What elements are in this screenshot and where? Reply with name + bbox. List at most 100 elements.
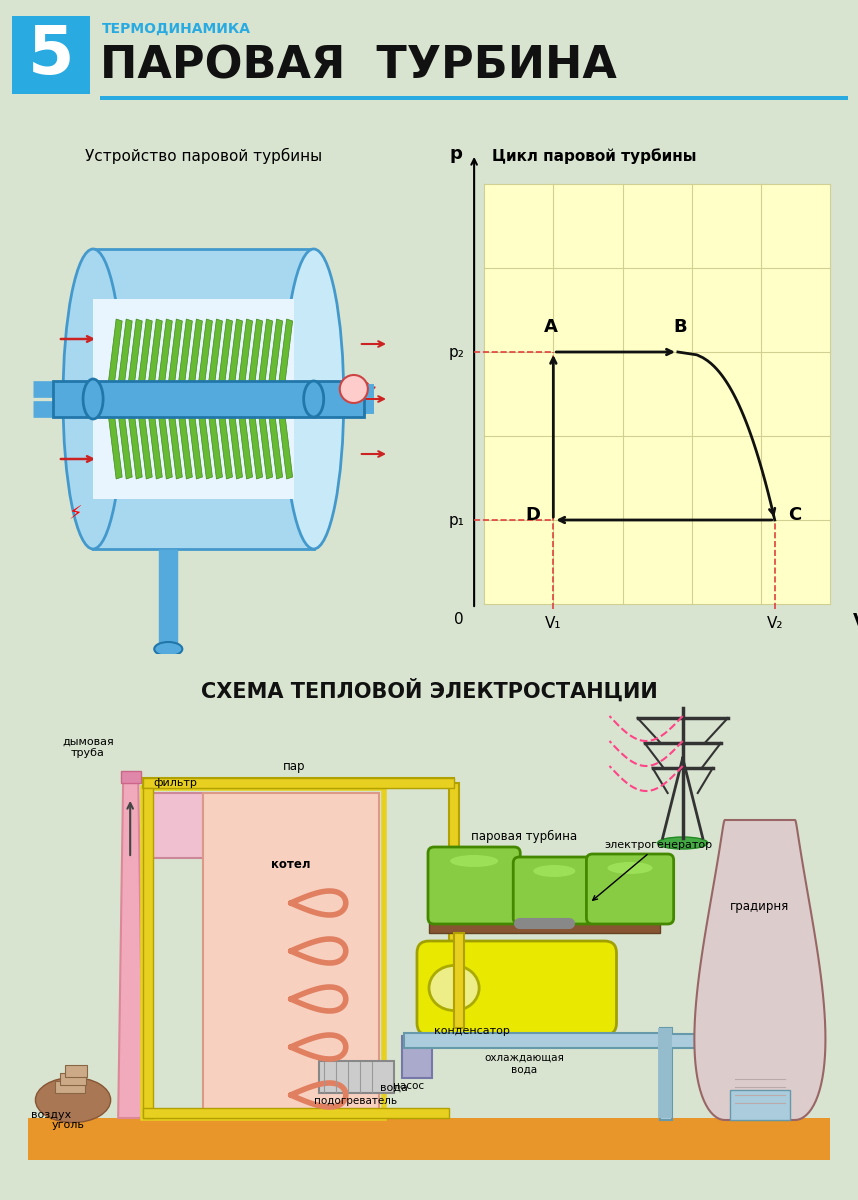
Polygon shape xyxy=(219,412,233,479)
Text: паровая турбина: паровая турбина xyxy=(471,830,577,842)
Text: ⚡: ⚡ xyxy=(68,504,82,523)
Text: 5: 5 xyxy=(27,22,74,88)
Polygon shape xyxy=(108,412,122,479)
Text: V₁: V₁ xyxy=(545,617,562,631)
Text: 0: 0 xyxy=(454,612,464,626)
Bar xyxy=(53,382,364,416)
Polygon shape xyxy=(279,412,293,479)
Text: D: D xyxy=(526,506,541,524)
Text: ТЕРМОДИНАМИКА: ТЕРМОДИНАМИКА xyxy=(102,22,251,36)
FancyBboxPatch shape xyxy=(586,854,674,924)
Ellipse shape xyxy=(340,374,368,403)
Text: конденсатор: конденсатор xyxy=(434,1026,510,1036)
Ellipse shape xyxy=(607,862,653,874)
Polygon shape xyxy=(118,319,132,386)
Polygon shape xyxy=(239,319,252,386)
Bar xyxy=(143,1108,449,1118)
Ellipse shape xyxy=(429,966,479,1010)
Text: подогреватель: подогреватель xyxy=(314,1096,397,1106)
Polygon shape xyxy=(138,319,152,386)
Bar xyxy=(143,788,384,1118)
Ellipse shape xyxy=(450,854,498,866)
Bar xyxy=(429,914,660,934)
Polygon shape xyxy=(279,319,293,386)
Text: C: C xyxy=(789,506,801,524)
Polygon shape xyxy=(148,319,162,386)
Ellipse shape xyxy=(154,642,183,656)
Text: охлаждающая
вода: охлаждающая вода xyxy=(484,1054,565,1075)
Text: ПАРОВАЯ  ТУРБИНА: ПАРОВАЯ ТУРБИНА xyxy=(100,44,617,88)
Polygon shape xyxy=(694,820,825,1120)
Text: Устройство паровой турбины: Устройство паровой турбины xyxy=(85,148,322,164)
Text: СХЕМА ТЕПЛОВОЙ ЭЛЕКТРОСТАНЦИИ: СХЕМА ТЕПЛОВОЙ ЭЛЕКТРОСТАНЦИИ xyxy=(201,678,657,702)
FancyBboxPatch shape xyxy=(417,941,617,1034)
Bar xyxy=(60,1073,86,1085)
FancyBboxPatch shape xyxy=(428,847,520,924)
Bar xyxy=(55,1081,85,1093)
Text: уголь: уголь xyxy=(51,1120,84,1130)
Text: Цикл паровой турбины: Цикл паровой турбины xyxy=(492,148,697,164)
Bar xyxy=(143,778,454,788)
Bar xyxy=(93,299,293,499)
Polygon shape xyxy=(128,319,142,386)
Polygon shape xyxy=(269,412,282,479)
Text: A: A xyxy=(544,318,559,336)
Bar xyxy=(143,788,154,1118)
Polygon shape xyxy=(219,319,233,386)
Bar xyxy=(404,1033,665,1048)
Bar xyxy=(484,184,830,604)
Bar xyxy=(662,1034,752,1048)
Text: p₂: p₂ xyxy=(448,344,464,360)
Bar xyxy=(318,1061,394,1093)
Polygon shape xyxy=(189,412,202,479)
Bar xyxy=(100,96,848,100)
Polygon shape xyxy=(138,412,152,479)
Text: p: p xyxy=(450,145,462,163)
Polygon shape xyxy=(168,412,183,479)
Polygon shape xyxy=(249,319,263,386)
Ellipse shape xyxy=(284,248,344,550)
Polygon shape xyxy=(198,319,213,386)
Text: котел: котел xyxy=(271,858,311,871)
Polygon shape xyxy=(208,412,222,479)
FancyBboxPatch shape xyxy=(513,857,595,924)
Bar xyxy=(730,1090,790,1120)
Bar xyxy=(454,934,464,1028)
Text: воздух: воздух xyxy=(31,1110,71,1120)
Polygon shape xyxy=(208,319,222,386)
Bar xyxy=(121,770,142,782)
Text: насос: насос xyxy=(393,1081,425,1091)
Polygon shape xyxy=(258,319,273,386)
Polygon shape xyxy=(258,412,273,479)
Polygon shape xyxy=(158,412,172,479)
Polygon shape xyxy=(189,319,202,386)
Text: фильтр: фильтр xyxy=(154,778,197,788)
Bar xyxy=(660,1028,672,1120)
Text: вода: вода xyxy=(380,1082,408,1093)
Polygon shape xyxy=(168,319,183,386)
Polygon shape xyxy=(118,778,143,1118)
Polygon shape xyxy=(148,412,162,479)
Bar xyxy=(203,793,379,1114)
Text: p₁: p₁ xyxy=(448,512,464,528)
Text: B: B xyxy=(673,318,686,336)
Polygon shape xyxy=(269,319,282,386)
Ellipse shape xyxy=(304,382,323,416)
Ellipse shape xyxy=(657,838,708,850)
Text: V: V xyxy=(853,612,858,630)
Bar xyxy=(449,782,459,948)
Bar xyxy=(148,793,203,858)
Polygon shape xyxy=(249,412,263,479)
Polygon shape xyxy=(239,412,252,479)
Text: дымовая
труба: дымовая труба xyxy=(62,737,114,758)
Text: пар: пар xyxy=(282,760,305,773)
Ellipse shape xyxy=(35,1078,111,1122)
Ellipse shape xyxy=(534,865,576,877)
Polygon shape xyxy=(228,319,243,386)
FancyBboxPatch shape xyxy=(12,16,90,94)
Polygon shape xyxy=(198,412,213,479)
Ellipse shape xyxy=(63,248,124,550)
Polygon shape xyxy=(108,319,122,386)
Bar xyxy=(28,1118,830,1160)
Bar xyxy=(143,778,454,788)
